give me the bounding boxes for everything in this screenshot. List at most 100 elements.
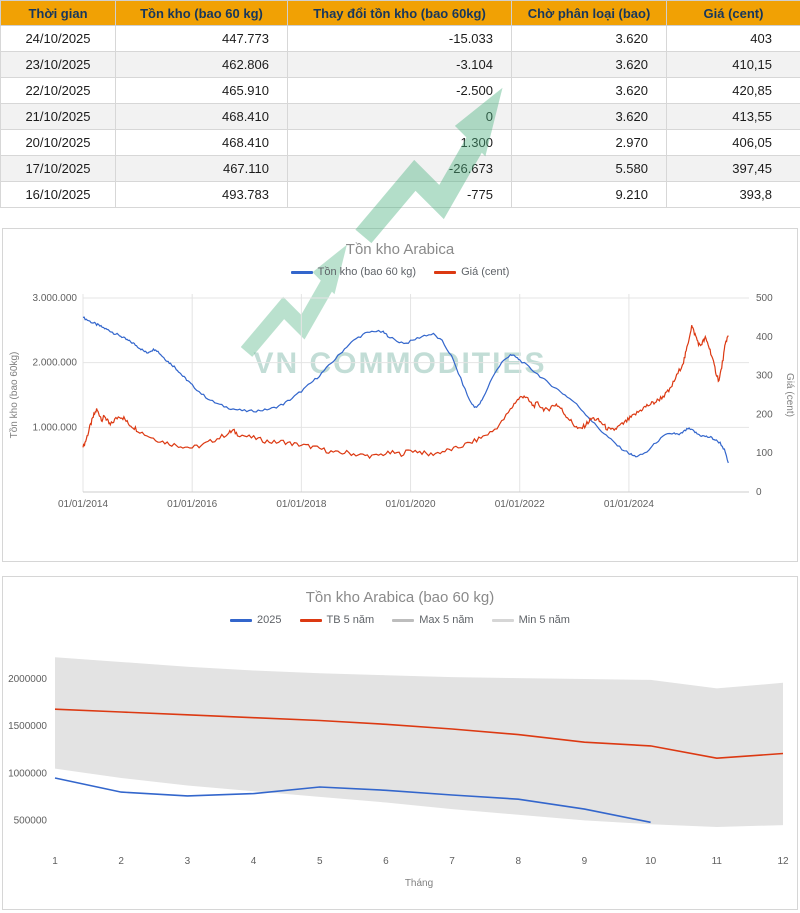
inventory-price-chart: Tồn kho Arabica Tồn kho (bao 60 kg) Giá (… — [2, 228, 798, 562]
legend-label: 2025 — [257, 614, 282, 626]
legend-label: Tồn kho (bao 60 kg) — [317, 266, 417, 278]
current-year-line — [54, 777, 651, 824]
table-row: 17/10/2025 467.110 -26.673 5.580 397,45 — [0, 155, 800, 182]
min-max-band — [55, 657, 783, 827]
column-header: Tồn kho (bao 60 kg) — [115, 0, 288, 26]
legend-swatch — [299, 618, 322, 622]
right-tick-label: 0 — [756, 487, 762, 498]
cell-value: -2.500 — [287, 77, 512, 104]
x-tick-label: 9 — [582, 856, 588, 867]
cell-value: 3.620 — [511, 103, 667, 130]
seasonal-chart: Tồn kho Arabica (bao 60 kg) 2025 TB 5 năm… — [2, 576, 798, 910]
column-header: Chờ phân loại (bao) — [511, 0, 667, 26]
inventory-table-section: Thời gian Tồn kho (bao 60 kg) Thay đổi tồn… — [0, 0, 800, 244]
cell-value: 462.806 — [115, 51, 288, 78]
right-tick-label: 200 — [756, 409, 773, 420]
legend-label: TB 5 năm — [326, 614, 375, 626]
cell-value: 403 — [666, 25, 800, 52]
legend-swatch — [230, 618, 253, 622]
x-tick-label: 01/01/2022 — [495, 499, 545, 510]
cell-value: 493.783 — [115, 181, 288, 208]
legend-item: TB 5 năm — [299, 614, 375, 626]
cell-value: 413,55 — [666, 103, 800, 130]
y-tick-label: 2000000 — [8, 674, 47, 685]
cell-value: 3.620 — [511, 25, 667, 52]
x-tick-label: 01/01/2014 — [58, 499, 108, 510]
table-row: 21/10/2025 468.410 0 3.620 413,55 — [0, 103, 800, 130]
chart-legend: 2025 TB 5 năm Max 5 năm Min 5 năm — [3, 612, 797, 628]
cell-value: 1.300 — [287, 129, 512, 156]
cell-value: 0 — [287, 103, 512, 130]
x-tick-label: 01/01/2024 — [604, 499, 654, 510]
right-tick-label: 100 — [756, 448, 773, 459]
x-tick-label: 7 — [449, 856, 455, 867]
cell-value: 393,8 — [666, 181, 800, 208]
table-row: 16/10/2025 493.783 -775 9.210 393,8 — [0, 181, 800, 208]
x-tick-label: 4 — [251, 856, 257, 867]
x-tick-label: 1 — [52, 856, 58, 867]
cell-value: -26.673 — [287, 155, 512, 182]
cell-date: 16/10/2025 — [0, 181, 116, 208]
cell-value: 447.773 — [115, 25, 288, 52]
cell-value: 9.210 — [511, 181, 667, 208]
table-header-row: Thời gian Tồn kho (bao 60 kg) Thay đổi tồn… — [0, 0, 800, 26]
chart-legend: Tồn kho (bao 60 kg) Giá (cent) — [3, 264, 797, 280]
table-row: 20/10/2025 468.410 1.300 2.970 406,05 — [0, 129, 800, 156]
avg-5y-line — [54, 708, 784, 760]
table-row: 24/10/2025 447.773 -15.033 3.620 403 — [0, 25, 800, 52]
right-tick-label: 500 — [756, 293, 773, 304]
cell-value: 410,15 — [666, 51, 800, 78]
x-tick-label: 3 — [185, 856, 191, 867]
y-tick-label: 1000000 — [8, 768, 47, 779]
cell-value: 397,45 — [666, 155, 800, 182]
inventory-price-plot: 01/01/2014 01/01/2016 01/01/2018 01/01/2020… — [8, 293, 795, 510]
y-tick-label: 500000 — [14, 815, 48, 826]
cell-value: 5.580 — [511, 155, 667, 182]
legend-item: Min 5 năm — [491, 614, 570, 626]
left-tick-label: 3.000.000 — [33, 293, 78, 304]
cell-value: -775 — [287, 181, 512, 208]
right-axis-title: Giá (cent) — [784, 373, 795, 417]
y-tick-label: 1500000 — [8, 721, 47, 732]
chart-title: Tồn kho Arabica — [345, 241, 455, 258]
x-tick-label: 12 — [777, 856, 789, 867]
legend-item: Tồn kho (bao 60 kg) — [290, 266, 417, 278]
inventory-series-line — [82, 316, 729, 464]
left-tick-label: 1.000.000 — [33, 422, 78, 433]
legend-label: Min 5 năm — [518, 614, 570, 626]
cell-value: 3.620 — [511, 51, 667, 78]
cell-date: 22/10/2025 — [0, 77, 116, 104]
x-tick-label: 5 — [317, 856, 323, 867]
cell-date: 20/10/2025 — [0, 129, 116, 156]
right-tick-label: 400 — [756, 332, 773, 343]
legend-label: Giá (cent) — [461, 266, 510, 278]
legend-swatch — [290, 270, 313, 274]
cell-value: 465.910 — [115, 77, 288, 104]
table-row: 22/10/2025 465.910 -2.500 3.620 420,85 — [0, 77, 800, 104]
legend-swatch — [434, 270, 457, 274]
cell-value: 468.410 — [115, 129, 288, 156]
legend-label: Max 5 năm — [419, 614, 474, 626]
chart-title: Tồn kho Arabica (bao 60 kg) — [305, 589, 495, 606]
cell-value: -15.033 — [287, 25, 512, 52]
legend-item: 2025 — [230, 614, 282, 626]
inventory-table-body: 24/10/2025 447.773 -15.033 3.620 403 23/10/20… — [0, 25, 800, 208]
cell-value: 468.410 — [115, 103, 288, 130]
x-tick-label: 01/01/2016 — [167, 499, 217, 510]
x-tick-label: 11 — [712, 856, 723, 867]
cell-value: 3.620 — [511, 77, 667, 104]
column-header: Thời gian — [0, 0, 116, 26]
legend-item: Giá (cent) — [434, 266, 509, 278]
cell-value: -3.104 — [287, 51, 512, 78]
column-header: Thay đổi tồn kho (bao 60kg) — [287, 0, 512, 26]
cell-date: 21/10/2025 — [0, 103, 116, 130]
x-tick-label: 6 — [383, 856, 389, 867]
x-tick-label: 01/01/2020 — [386, 499, 436, 510]
cell-value: 467.110 — [115, 155, 288, 182]
inventory-table: Thời gian Tồn kho (bao 60 kg) Thay đổi tồn… — [0, 0, 800, 208]
cell-date: 17/10/2025 — [0, 155, 116, 182]
right-tick-label: 300 — [756, 371, 773, 382]
left-tick-label: 2.000.000 — [33, 358, 78, 369]
